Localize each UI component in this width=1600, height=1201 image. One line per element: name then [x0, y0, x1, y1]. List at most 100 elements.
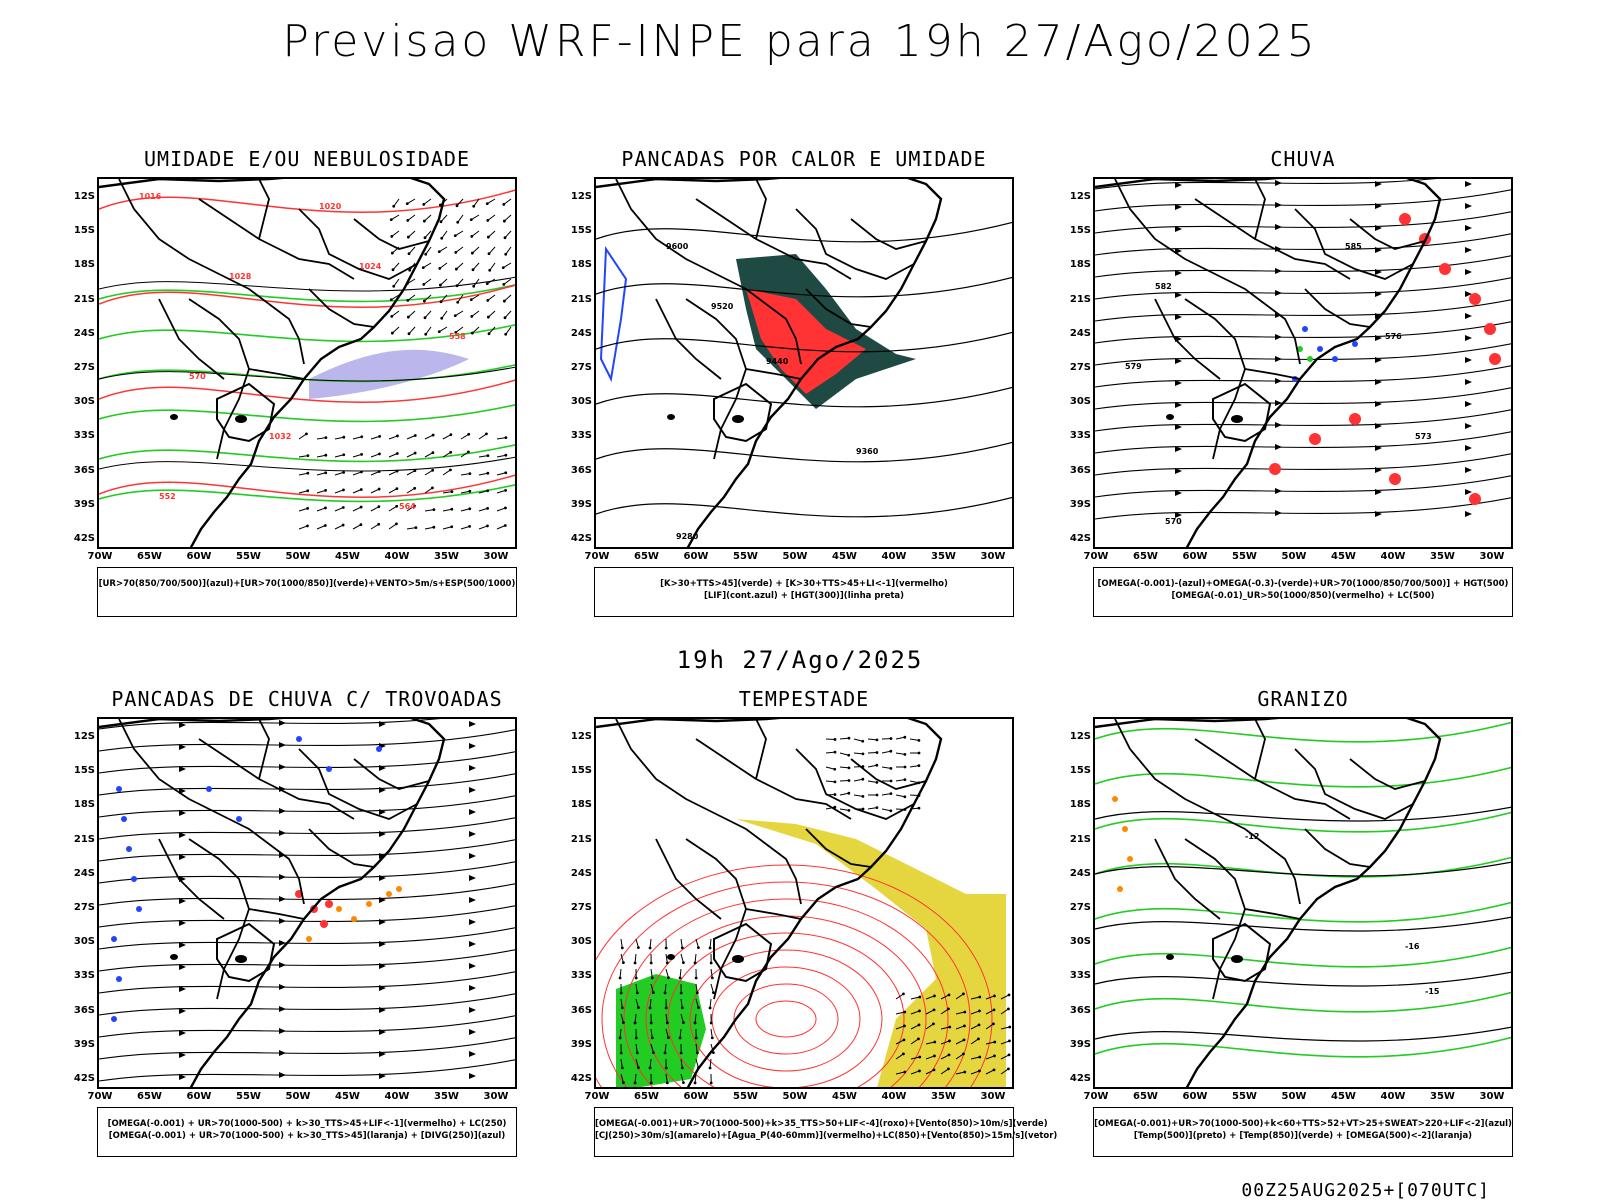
lon-tick-label: 30W [1475, 1091, 1509, 1102]
lon-tick-label: 30W [479, 1091, 513, 1102]
lon-tick-label: 45W [331, 1091, 365, 1102]
lat-tick-label: 42S [564, 533, 592, 544]
lat-tick-label: 30S [1063, 396, 1091, 407]
lat-tick-label: 33S [564, 970, 592, 981]
lon-tick-label: 65W [1129, 551, 1163, 562]
lat-tick-label: 42S [1063, 1073, 1091, 1084]
svg-text:570: 570 [189, 372, 206, 381]
lon-tick-label: 40W [380, 1091, 414, 1102]
lat-tick-label: 39S [1063, 499, 1091, 510]
lat-tick-label: 12S [564, 731, 592, 742]
legend-line: [CJ(250)>30m/s](amarelo)+[Agua_P(40-60mm… [595, 1130, 1013, 1142]
svg-text:573: 573 [1415, 432, 1432, 441]
lat-tick-label: 30S [1063, 936, 1091, 947]
lat-tick-label: 36S [67, 1005, 95, 1016]
lat-tick-label: 30S [564, 396, 592, 407]
main-title: Previsao WRF-INPE para 19h 27/Ago/2025 [0, 16, 1600, 67]
lat-tick-label: 27S [1063, 362, 1091, 373]
svg-text:-15: -15 [1425, 987, 1440, 996]
map-svg [596, 719, 1014, 1089]
map-frame [97, 717, 517, 1089]
lon-tick-label: 40W [1376, 551, 1410, 562]
lon-tick-label: 70W [1079, 1091, 1113, 1102]
map-svg: -12-16-15 [1095, 719, 1513, 1089]
panel-legend: [K>30+TTS>45](verde) + [K>30+TTS>45+LI<-… [594, 567, 1014, 617]
lat-tick-label: 12S [1063, 731, 1091, 742]
lon-tick-label: 35W [927, 1091, 961, 1102]
legend-line: [LIF](cont.azul) + [HGT(300)](linha pret… [595, 590, 1013, 602]
lon-tick-label: 70W [83, 1091, 117, 1102]
lon-tick-label: 40W [877, 1091, 911, 1102]
lat-tick-label: 18S [1063, 259, 1091, 270]
legend-line: [OMEGA(-0.001) + UR>70(1000-500) + k>30_… [98, 1118, 516, 1130]
lat-tick-label: 33S [67, 430, 95, 441]
panel-title: TEMPESTADE [564, 687, 1044, 711]
svg-text:1028: 1028 [229, 272, 252, 281]
lat-tick-label: 18S [67, 799, 95, 810]
lat-tick-label: 15S [67, 225, 95, 236]
lat-tick-label: 24S [564, 328, 592, 339]
svg-text:552: 552 [159, 492, 176, 501]
panel-title: PANCADAS DE CHUVA C/ TROVOADAS [67, 687, 547, 711]
panel-title: PANCADAS POR CALOR E UMIDADE [564, 147, 1044, 171]
lon-tick-label: 55W [1228, 1091, 1262, 1102]
lon-tick-label: 45W [1327, 551, 1361, 562]
lon-tick-label: 35W [430, 551, 464, 562]
legend-line: [OMEGA(-0.01)_UR>50(1000/850)(vermelho) … [1094, 590, 1512, 602]
lat-tick-label: 15S [1063, 225, 1091, 236]
panel-title: UMIDADE E/OU NEBULOSIDADE [67, 147, 547, 171]
lat-tick-label: 21S [564, 294, 592, 305]
legend-line: [Temp(500)](preto) + [Temp(850)](verde) … [1094, 1130, 1512, 1142]
lat-tick-label: 39S [564, 1039, 592, 1050]
lon-tick-label: 65W [630, 551, 664, 562]
svg-text:558: 558 [449, 332, 466, 341]
lon-tick-label: 50W [281, 551, 315, 562]
lat-tick-label: 39S [67, 1039, 95, 1050]
lat-tick-label: 12S [1063, 191, 1091, 202]
lon-tick-label: 55W [729, 1091, 763, 1102]
lat-tick-label: 24S [67, 328, 95, 339]
svg-text:1016: 1016 [139, 192, 162, 201]
panel-title: CHUVA [1063, 147, 1543, 171]
lat-tick-label: 24S [564, 868, 592, 879]
lat-tick-label: 21S [67, 294, 95, 305]
lon-tick-label: 55W [232, 1091, 266, 1102]
lat-tick-label: 27S [67, 902, 95, 913]
lon-tick-label: 60W [1178, 1091, 1212, 1102]
lat-tick-label: 21S [67, 834, 95, 845]
lon-tick-label: 65W [133, 1091, 167, 1102]
lat-tick-label: 21S [1063, 294, 1091, 305]
lon-tick-label: 30W [1475, 551, 1509, 562]
lon-tick-label: 60W [1178, 551, 1212, 562]
lon-tick-label: 40W [380, 551, 414, 562]
lat-tick-label: 36S [564, 465, 592, 476]
lat-tick-label: 12S [67, 191, 95, 202]
legend-line: [OMEGA(-0.001)+UR>70(1000-500)+k>35_TTS>… [595, 1118, 1013, 1130]
lon-tick-label: 50W [1277, 1091, 1311, 1102]
legend-line: [OMEGA(-0.001)+UR>70(1000-500)+k<60+TTS>… [1094, 1118, 1512, 1130]
panel-legend: [OMEGA(-0.001)+UR>70(1000-500)+k>35_TTS>… [594, 1107, 1014, 1157]
lat-tick-label: 27S [1063, 902, 1091, 913]
lon-tick-label: 55W [729, 551, 763, 562]
lat-tick-label: 15S [564, 225, 592, 236]
lon-tick-label: 65W [133, 551, 167, 562]
panel-legend: [OMEGA(-0.001)+UR>70(1000-500)+k<60+TTS>… [1093, 1107, 1513, 1157]
lon-tick-label: 40W [1376, 1091, 1410, 1102]
lon-tick-label: 60W [182, 551, 216, 562]
lat-tick-label: 12S [67, 731, 95, 742]
lon-tick-label: 55W [1228, 551, 1262, 562]
lat-tick-label: 15S [564, 765, 592, 776]
lat-tick-label: 15S [1063, 765, 1091, 776]
lon-tick-label: 55W [232, 551, 266, 562]
lat-tick-label: 21S [1063, 834, 1091, 845]
lat-tick-label: 24S [1063, 328, 1091, 339]
lon-tick-label: 60W [679, 1091, 713, 1102]
panel-legend: [OMEGA(-0.001)-(azul)+OMEGA(-0.3)-(verde… [1093, 567, 1513, 617]
lat-tick-label: 21S [564, 834, 592, 845]
panel-title: GRANIZO [1063, 687, 1543, 711]
